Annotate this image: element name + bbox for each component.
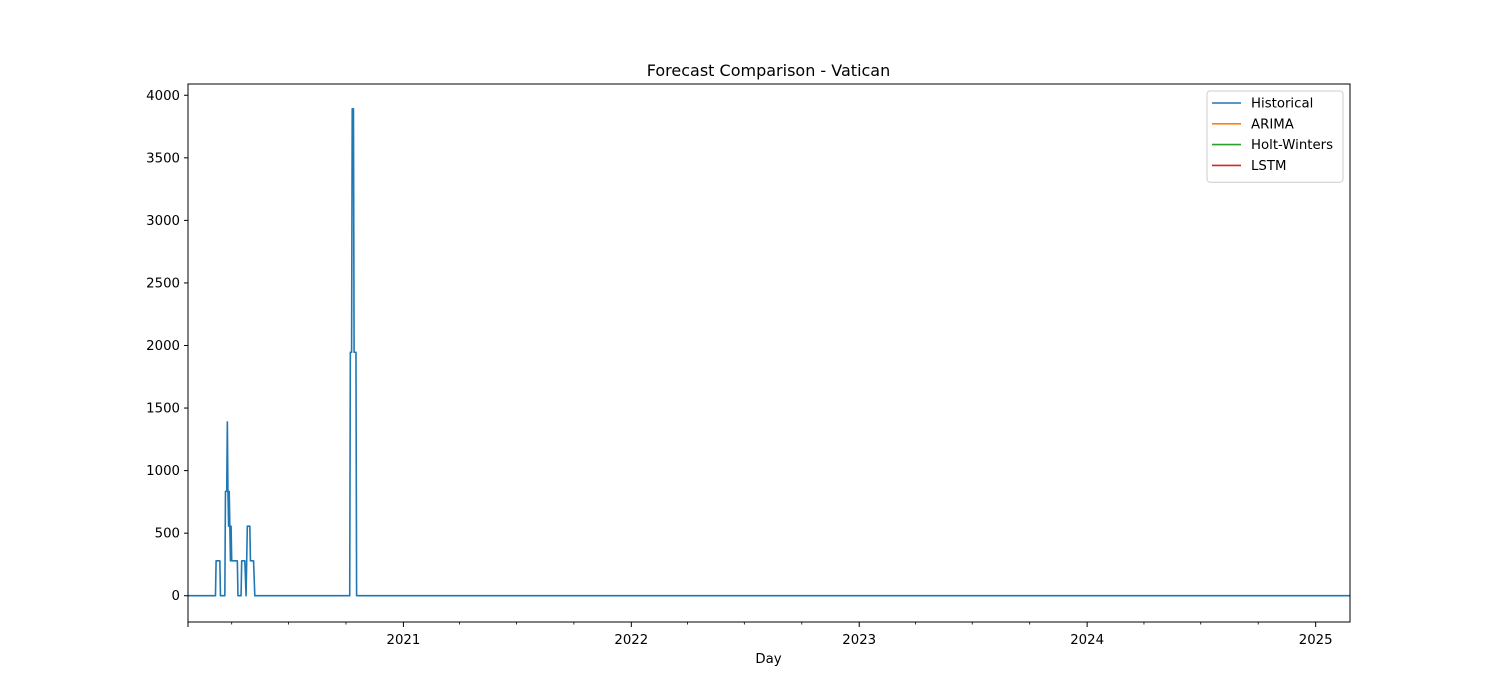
x-tick-label: 2021 bbox=[386, 633, 420, 648]
y-tick-label: 2500 bbox=[146, 276, 180, 291]
x-tick-label: 2023 bbox=[842, 633, 876, 648]
y-tick-label: 3500 bbox=[146, 151, 180, 166]
y-axis: 0 500 1000 1500 2000 2500 3000 3500 4000 bbox=[146, 89, 188, 604]
legend-label-holt-winters: Holt-Winters bbox=[1251, 138, 1333, 153]
plot-area bbox=[187, 83, 1351, 623]
x-tick-label: 2022 bbox=[614, 633, 648, 648]
y-tick-label: 1000 bbox=[146, 464, 180, 479]
x-axis: 2021 2022 2023 2024 2025 bbox=[187, 622, 1333, 648]
legend-label-lstm: LSTM bbox=[1251, 159, 1286, 174]
legend-box bbox=[1206, 90, 1344, 183]
x-tick-label: 2024 bbox=[1070, 633, 1104, 648]
y-tick-label: 1500 bbox=[146, 402, 180, 417]
axes-frame bbox=[187, 83, 1351, 623]
series-line-historical bbox=[188, 107, 1350, 597]
y-tick-label: 0 bbox=[172, 589, 180, 604]
legend-label-historical: Historical bbox=[1251, 97, 1313, 112]
y-tick-label: 2000 bbox=[146, 339, 180, 354]
y-tick-label: 500 bbox=[155, 527, 180, 542]
chart-title: Forecast Comparison - Vatican bbox=[647, 61, 891, 80]
x-axis-label: Day bbox=[755, 652, 781, 667]
legend-label-arima: ARIMA bbox=[1251, 117, 1294, 132]
x-tick-label: 2025 bbox=[1299, 633, 1333, 648]
legend: Historical ARIMA Holt-Winters LSTM bbox=[1206, 90, 1344, 183]
y-tick-label: 3000 bbox=[146, 214, 180, 229]
y-tick-label: 4000 bbox=[146, 89, 180, 104]
